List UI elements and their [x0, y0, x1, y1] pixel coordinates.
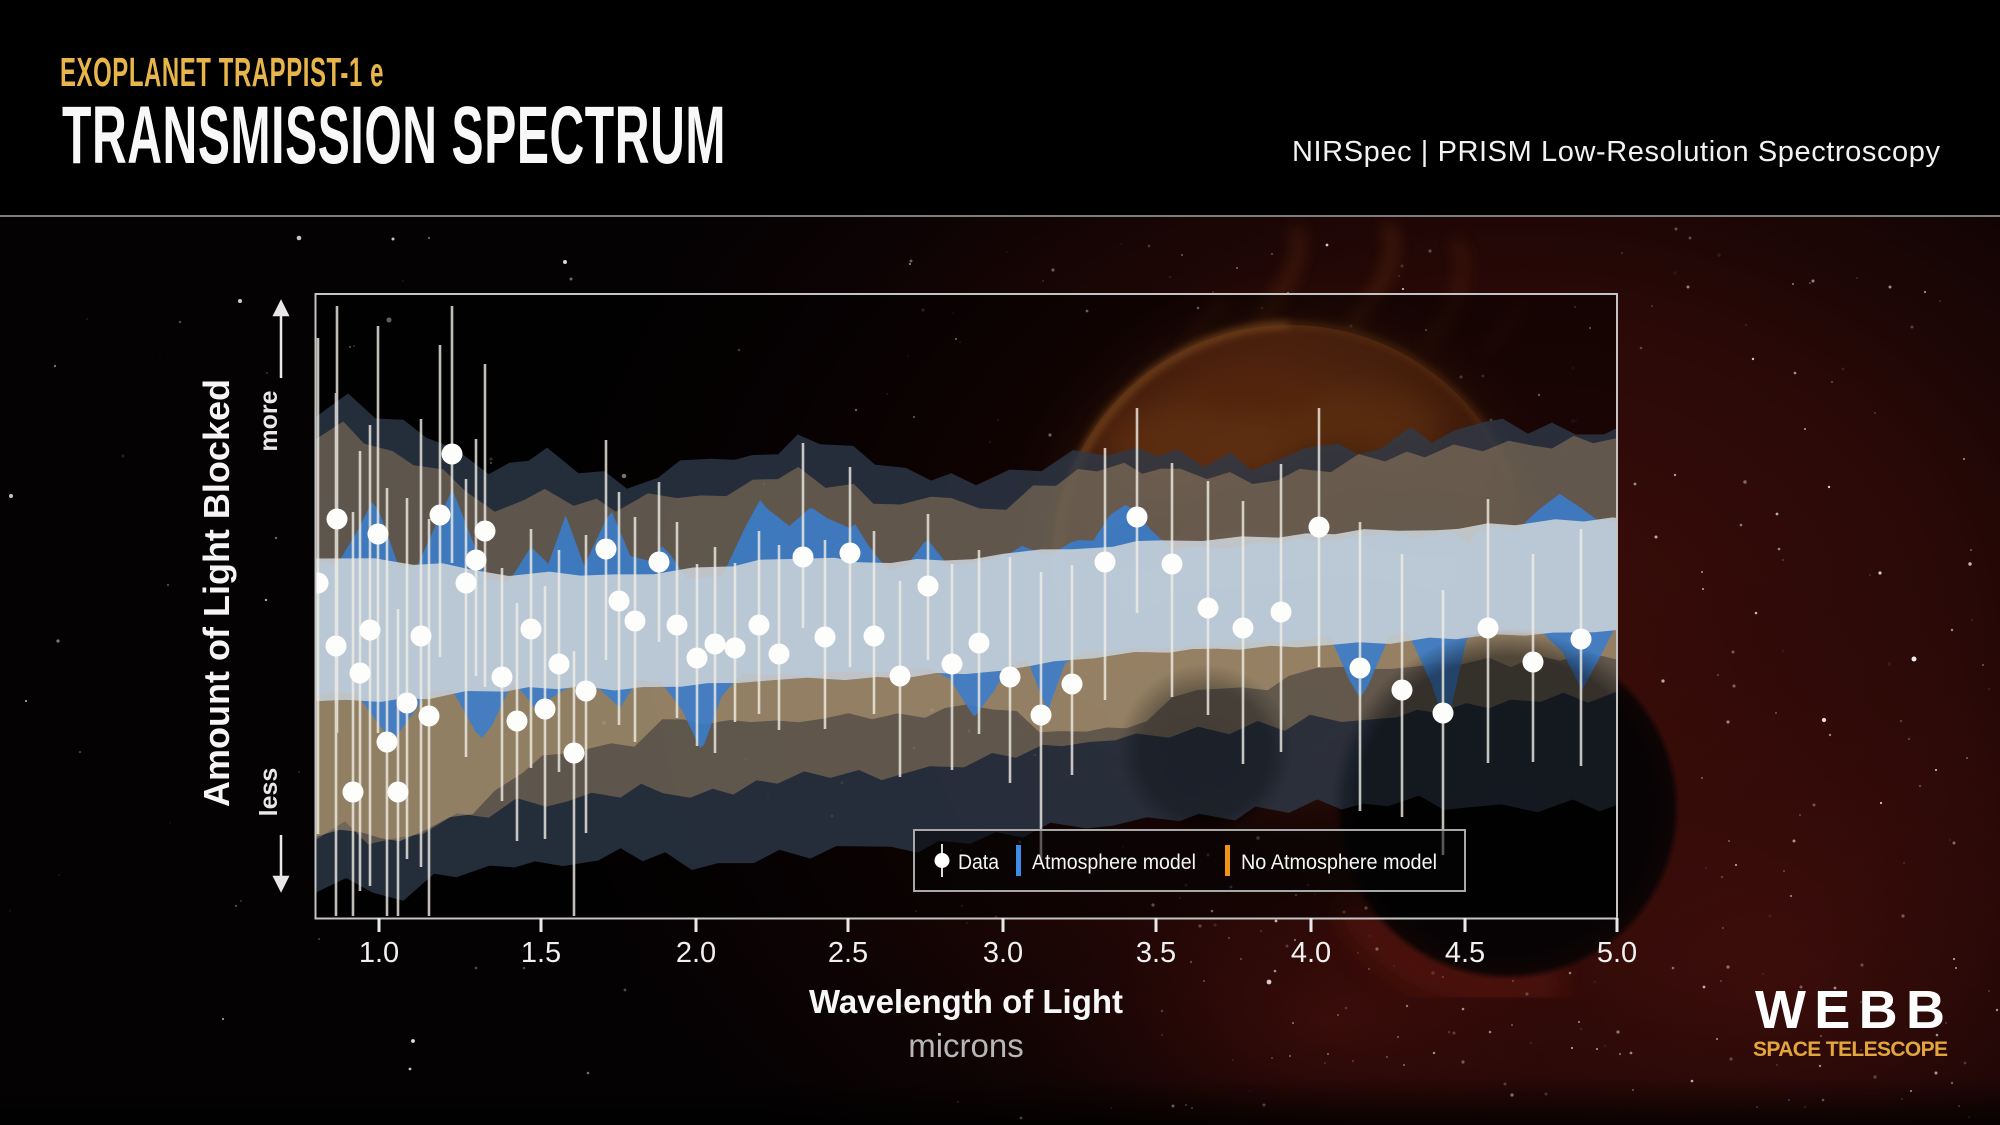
svg-text:No Atmosphere model: No Atmosphere model: [1241, 850, 1437, 874]
svg-text:less: less: [255, 768, 283, 817]
svg-text:EXOPLANET TRAPPIST-1 e: EXOPLANET TRAPPIST-1 e: [60, 49, 384, 95]
svg-text:SPACE TELESCOPE: SPACE TELESCOPE: [1753, 1038, 1949, 1061]
svg-text:4.0: 4.0: [1291, 937, 1331, 969]
svg-text:3.0: 3.0: [983, 937, 1023, 969]
svg-text:WEBB: WEBB: [1755, 980, 1947, 1040]
svg-text:5.0: 5.0: [1597, 937, 1637, 969]
svg-text:Atmosphere model: Atmosphere model: [1032, 850, 1196, 874]
svg-text:1.5: 1.5: [521, 937, 561, 969]
svg-text:NIRSpec | PRISM Low-Resolution: NIRSpec | PRISM Low-Resolution Spectrosc…: [1292, 136, 1941, 168]
svg-text:TRANSMISSION SPECTRUM: TRANSMISSION SPECTRUM: [62, 90, 726, 181]
svg-text:4.5: 4.5: [1445, 937, 1485, 969]
svg-text:microns: microns: [908, 1027, 1024, 1064]
svg-text:Data: Data: [958, 850, 999, 874]
svg-text:Wavelength of Light: Wavelength of Light: [809, 983, 1123, 1020]
svg-text:2.5: 2.5: [828, 937, 868, 969]
svg-text:2.0: 2.0: [676, 937, 716, 969]
svg-text:more: more: [255, 390, 283, 451]
svg-text:3.5: 3.5: [1136, 937, 1176, 969]
svg-text:1.0: 1.0: [359, 937, 399, 969]
svg-text:Amount of Light Blocked: Amount of Light Blocked: [196, 379, 237, 807]
